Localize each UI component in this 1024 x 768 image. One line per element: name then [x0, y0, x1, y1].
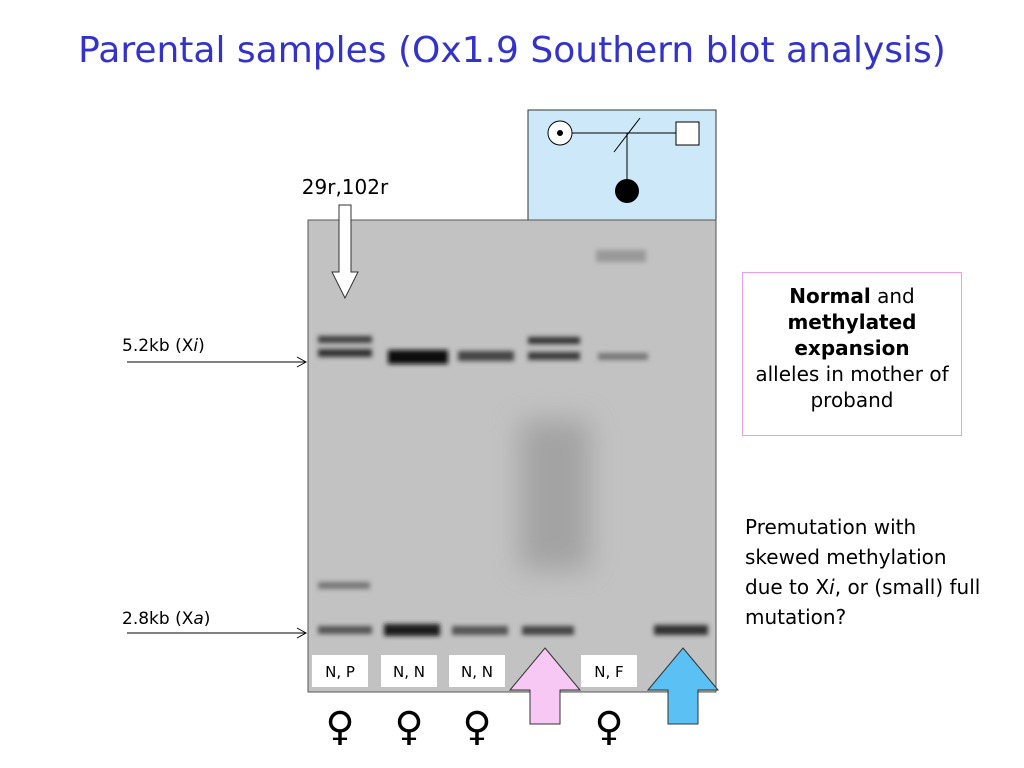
band: [528, 337, 580, 344]
band: [458, 351, 514, 361]
sex-symbol: ♀: [462, 704, 491, 750]
note-text: and: [877, 284, 915, 308]
note-box: Normal and methylated expansion alleles …: [742, 272, 962, 436]
band: [318, 336, 372, 343]
sex-symbol: ♀: [325, 704, 354, 750]
marker-label: 5.2kb (Xi): [122, 336, 205, 356]
marker-text: 2.8kb (X: [122, 609, 194, 629]
marker-close: ): [204, 609, 211, 629]
band: [598, 353, 648, 360]
arrowhead: [296, 627, 308, 639]
lane-labels: N, P ♀ N, N ♀ N, N ♀ N, F ♀: [312, 655, 637, 750]
band: [384, 624, 440, 636]
marker-italic: a: [193, 609, 203, 629]
marker-italic: i: [193, 336, 198, 356]
side-text: , or (small) full mutation?: [745, 575, 981, 629]
arrowhead: [296, 356, 308, 368]
side-italic: i: [829, 575, 835, 599]
lane-label-box: [581, 655, 637, 687]
carrier-dot: [557, 130, 563, 136]
lane-label: N, P: [325, 663, 355, 681]
lane-label-box: [312, 655, 368, 687]
band: [452, 626, 508, 635]
band: [654, 625, 708, 635]
gel: [307, 219, 717, 693]
pedigree-divorce: [613, 117, 641, 153]
marker-close: ): [198, 336, 205, 356]
marker-label: 2.8kb (Xa): [122, 609, 210, 629]
band: [318, 349, 372, 357]
marker-text: 5.2kb (X: [122, 336, 194, 356]
proband-arrow: [508, 647, 582, 725]
band: [596, 250, 646, 262]
slide-title: Parental samples (Ox1.9 Southern blot an…: [78, 30, 946, 71]
lane-label: N, F: [594, 663, 623, 681]
band: [318, 626, 372, 634]
lane-label-box: [449, 655, 505, 687]
gel-bands: [318, 250, 708, 636]
arrow: [331, 204, 359, 300]
lane-label-box: [381, 655, 437, 687]
side-note: Premutation with skewed methylation due …: [745, 512, 985, 632]
band: [528, 352, 580, 360]
sex-symbol: ♀: [594, 704, 623, 750]
father-arrow: [646, 647, 720, 725]
proband-symbol: [615, 179, 639, 203]
smear: [520, 420, 590, 570]
lane-label: N, N: [461, 663, 493, 681]
lane-label: N, N: [393, 663, 425, 681]
band: [522, 626, 574, 635]
sex-symbol: ♀: [394, 704, 423, 750]
side-text: Premutation with skewed methylation due …: [745, 515, 947, 599]
band: [318, 582, 370, 589]
note-text: alleles in mother of proband: [755, 362, 949, 412]
note-bold: Normal: [789, 284, 871, 308]
father-symbol: [675, 121, 700, 146]
lane-label-top: 29r,102r: [302, 175, 389, 199]
band: [388, 350, 448, 364]
note-bold: methylated expansion: [787, 310, 917, 360]
